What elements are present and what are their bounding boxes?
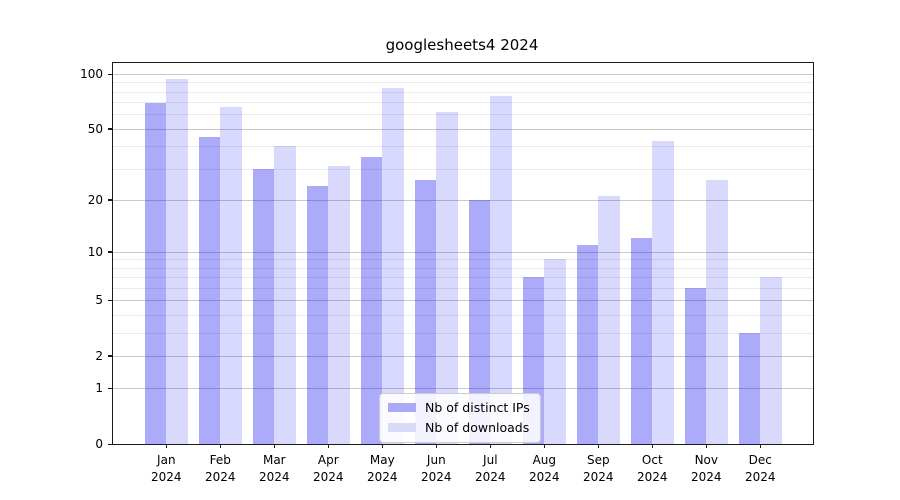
bar-jul-downloads [490, 95, 512, 444]
legend-label: Nb of downloads [425, 420, 530, 435]
minor-gridline [113, 277, 813, 279]
minor-gridline [113, 314, 813, 316]
y-axis-tick-label: 50 [87, 121, 103, 136]
bar-jun-distinct-ips [414, 179, 437, 444]
bar-feb-downloads [220, 106, 242, 444]
minor-gridline [113, 102, 813, 104]
major-gridline [113, 251, 813, 253]
x-axis-tick [597, 444, 599, 448]
x-axis-tick-label: Oct 2024 [637, 453, 668, 484]
x-axis-tick-label: Jul 2024 [475, 453, 506, 484]
x-axis-tick [381, 444, 383, 448]
y-axis-tick [108, 387, 112, 390]
bar-may-distinct-ips [360, 156, 383, 444]
minor-gridline [113, 146, 813, 148]
y-axis-tick-label: 10 [87, 244, 103, 259]
y-axis-tick [108, 73, 112, 75]
y-axis-tick [108, 299, 112, 302]
x-axis-tick-label: Sep 2024 [583, 453, 614, 484]
bar-jan-distinct-ips [144, 103, 167, 444]
bar-jan-downloads [166, 78, 188, 444]
x-axis-tick [273, 444, 275, 448]
bar-feb-distinct-ips [198, 137, 221, 444]
x-axis-tick [705, 444, 707, 448]
x-axis-tick [327, 444, 329, 448]
bar-dec-downloads [760, 277, 782, 444]
x-axis-tick-label: Nov 2024 [691, 453, 722, 484]
bar-nov-downloads [706, 179, 728, 444]
legend-label: Nb of distinct IPs [425, 400, 530, 415]
minor-gridline [113, 287, 813, 289]
bar-mar-downloads [274, 146, 296, 444]
minor-gridline [113, 114, 813, 116]
legend-item-distinct-ips: Nb of distinct IPs [388, 399, 530, 416]
y-axis-tick-label: 5 [95, 293, 103, 308]
x-axis-tick-label: Mar 2024 [259, 453, 290, 484]
y-axis-tick-label: 1 [95, 381, 103, 396]
x-axis-tick [651, 444, 653, 448]
bar-dec-distinct-ips [738, 332, 761, 444]
legend-swatch-distinct-ips [388, 403, 416, 412]
legend-item-downloads: Nb of downloads [388, 419, 530, 436]
minor-gridline [113, 82, 813, 84]
bar-apr-downloads [328, 166, 350, 444]
y-axis-tick [108, 443, 112, 445]
minor-gridline [113, 267, 813, 269]
bar-oct-downloads [652, 140, 674, 444]
y-axis-tick [108, 199, 112, 201]
x-axis-tick [435, 444, 437, 448]
x-axis-tick-label: May 2024 [367, 453, 398, 484]
bar-sep-downloads [598, 196, 620, 444]
y-axis-tick [108, 128, 112, 130]
y-axis-tick [108, 251, 112, 253]
plot-area: Nb of distinct IPs Nb of downloads 0 1 2 5 1… [80, 62, 814, 484]
bar-nov-distinct-ips [684, 288, 707, 444]
x-axis-tick [543, 444, 545, 448]
x-axis-tick-label: Jan 2024 [151, 453, 182, 484]
x-axis-tick [489, 444, 491, 448]
minor-gridline [113, 168, 813, 170]
major-gridline [113, 128, 813, 130]
legend-swatch-downloads [388, 423, 416, 432]
x-axis-tick-label: Feb 2024 [205, 453, 236, 484]
x-axis-tick-label: Aug 2024 [529, 453, 560, 484]
minor-gridline [113, 91, 813, 93]
x-axis-tick-label: Jun 2024 [421, 453, 452, 484]
legend: Nb of distinct IPs Nb of downloads [379, 393, 541, 443]
bar-jul-distinct-ips [468, 199, 491, 444]
y-axis-tick-label: 0 [95, 437, 103, 451]
major-gridline [113, 355, 813, 357]
bar-aug-downloads [544, 259, 566, 444]
bar-jun-downloads [436, 111, 458, 444]
x-axis-tick [165, 444, 167, 448]
chart-title: googlesheets4 2024 [385, 36, 539, 54]
bar-may-downloads [382, 87, 404, 444]
bar-sep-distinct-ips [576, 244, 599, 444]
major-gridline [113, 74, 813, 75]
y-axis-tick [108, 355, 112, 357]
y-axis-tick-label: 100 [80, 67, 103, 81]
minor-gridline [113, 332, 813, 334]
x-axis-tick-label: Apr 2024 [313, 453, 344, 484]
x-axis-tick-label: Dec 2024 [745, 453, 776, 484]
minor-gridline [113, 259, 813, 261]
bar-apr-distinct-ips [306, 185, 329, 444]
y-axis-tick-label: 2 [95, 348, 103, 363]
y-axis-tick-label: 20 [87, 192, 103, 207]
x-axis-tick [219, 444, 221, 448]
bar-oct-distinct-ips [630, 238, 653, 444]
major-gridline [113, 388, 813, 390]
major-gridline [113, 300, 813, 302]
x-axis-tick [759, 444, 761, 448]
major-gridline [113, 199, 813, 201]
bar-mar-distinct-ips [252, 168, 275, 444]
